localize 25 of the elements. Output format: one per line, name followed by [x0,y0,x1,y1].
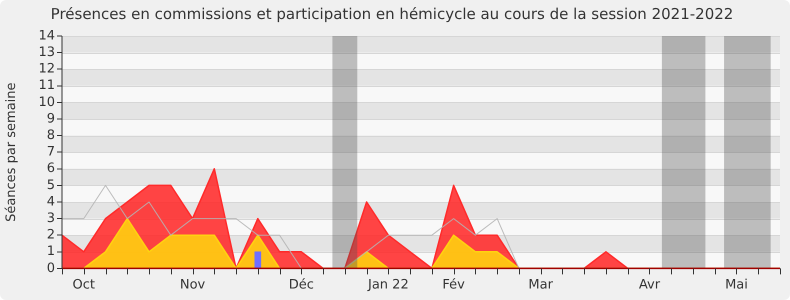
x-tick-label: Nov [180,278,206,293]
x-tick-label: Fév [442,278,466,293]
y-tick-label: 11 [38,78,55,94]
y-tick-label: 0 [46,260,55,276]
y-tick-label: 9 [46,111,55,126]
chart-title: Présences en commissions et participation en hémicycle au cours de la session 2021-2022 [50,4,734,23]
y-tick-label: 2 [46,228,55,243]
y-axis-title: Séances par semaine [4,82,20,222]
x-tick-label: Jan 22 [367,278,409,293]
y-tick-label: 13 [38,44,55,60]
y-tick-label: 10 [38,94,55,110]
y-tick-label: 12 [38,62,55,77]
y-tick-label: 6 [46,161,55,176]
y-tick-label: 4 [46,194,55,210]
x-tick-label: Oct [72,278,95,293]
y-tick-label: 7 [46,144,55,160]
x-tick-label: Mai [725,278,748,293]
x-tick-label: Mar [528,278,554,293]
x-tick-label: Déc [288,278,314,293]
y-tick-label: 1 [46,244,55,260]
y-tick-label: 3 [46,210,55,226]
y-tick-label: 14 [38,28,55,44]
y-tick-label: 8 [46,128,55,143]
x-tick-label: Avr [638,278,661,293]
y-tick-label: 5 [46,178,55,193]
